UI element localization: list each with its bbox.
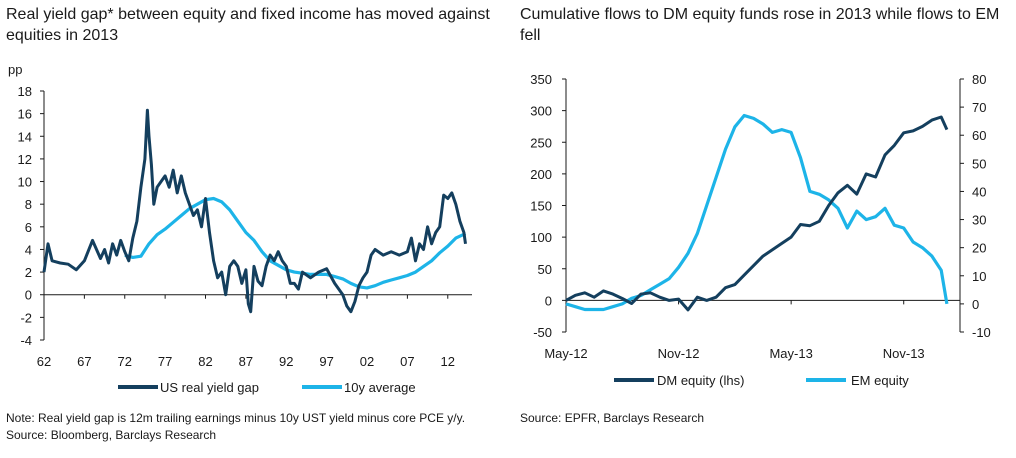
left-x-tick-label: 77 <box>158 354 172 369</box>
right-chart-title: Cumulative flows to DM equity funds rose… <box>520 6 1000 44</box>
left-y-axis-label: pp <box>8 62 22 77</box>
right-x-tick-label: May-12 <box>544 346 587 361</box>
left-x-tick-label: 02 <box>360 354 374 369</box>
left-x-tick-label: 12 <box>441 354 455 369</box>
left-x-tick-label: 97 <box>319 354 333 369</box>
right-left-y-tick-label: 50 <box>538 262 552 277</box>
left-x-tick-label: 72 <box>118 354 132 369</box>
right-x-tick-label: Nov-12 <box>658 346 700 361</box>
left-y-tick-label: 12 <box>18 152 32 167</box>
left-y-tick-label: 6 <box>25 220 32 235</box>
right-chart: -50 0 50 100 150 200 250 300 350 -10 0 10 20 30 40 50 60… <box>530 72 991 388</box>
right-right-y-tick-label: 10 <box>972 269 986 284</box>
right-right-y-tick-label: 60 <box>972 128 986 143</box>
left-y-tick-label: 0 <box>25 288 32 303</box>
right-left-y-tick-label: 150 <box>530 199 552 214</box>
left-legend-label-10y-average: 10y average <box>344 380 416 395</box>
left-y-tick-label: -2 <box>20 310 32 325</box>
left-chart-panel: Real yield gap* between equity and fixed… <box>0 0 500 458</box>
left-y-tick-label: 16 <box>18 107 32 122</box>
right-left-y-tick-label: 200 <box>530 167 552 182</box>
right-chart-note: Source: EPFR, Barclays Research <box>520 411 705 425</box>
right-right-y-tick-label: 70 <box>972 100 986 115</box>
left-y-tick-label: 8 <box>25 197 32 212</box>
right-left-y-tick-label: -50 <box>533 325 552 340</box>
right-right-y-tick-label: 20 <box>972 241 986 256</box>
right-x-tick-label: Nov-13 <box>883 346 925 361</box>
left-y-tick-label: 14 <box>18 129 32 144</box>
right-right-y-tick-label: -10 <box>972 325 991 340</box>
left-x-tick-label: 07 <box>400 354 414 369</box>
right-legend-label-em-equity: EM equity <box>851 373 909 388</box>
left-chart-title: Real yield gap* between equity and fixed… <box>6 6 490 44</box>
right-chart-panel: Cumulative flows to DM equity funds rose… <box>518 0 1016 458</box>
left-x-tick-label: 87 <box>239 354 253 369</box>
right-left-y-tick-label: 100 <box>530 230 552 245</box>
right-left-y-tick-label: 300 <box>530 104 552 119</box>
left-y-tick-label: -4 <box>20 333 32 348</box>
left-chart-note: Note: Real yield gap is 12m trailing ear… <box>6 411 466 442</box>
left-x-tick-label: 92 <box>279 354 293 369</box>
left-series-10y-average <box>124 196 467 290</box>
right-left-y-tick-label: 0 <box>545 293 552 308</box>
right-series-dm-equity <box>565 115 949 312</box>
right-left-y-tick-label: 350 <box>530 72 552 87</box>
left-y-tick-label: 2 <box>25 265 32 280</box>
left-x-tick-label: 62 <box>37 354 51 369</box>
right-right-y-tick-label: 50 <box>972 156 986 171</box>
right-series-em-equity <box>565 113 949 312</box>
right-right-y-tick-label: 40 <box>972 184 986 199</box>
right-right-y-tick-label: 80 <box>972 72 986 87</box>
left-x-tick-label: 67 <box>77 354 91 369</box>
right-right-y-tick-label: 30 <box>972 213 986 228</box>
left-series-us-real-yield-gap <box>42 108 467 314</box>
right-right-y-tick-label: 0 <box>972 297 979 312</box>
left-x-tick-label: 82 <box>198 354 212 369</box>
right-legend-label-dm-equity: DM equity (lhs) <box>657 373 744 388</box>
left-legend-label-us-real-yield-gap: US real yield gap <box>160 380 259 395</box>
right-x-tick-label: May-13 <box>769 346 812 361</box>
right-left-y-tick-label: 250 <box>530 135 552 150</box>
left-y-tick-label: 18 <box>18 84 32 99</box>
left-y-tick-label: 10 <box>18 175 32 190</box>
left-y-tick-label: 4 <box>25 242 32 257</box>
